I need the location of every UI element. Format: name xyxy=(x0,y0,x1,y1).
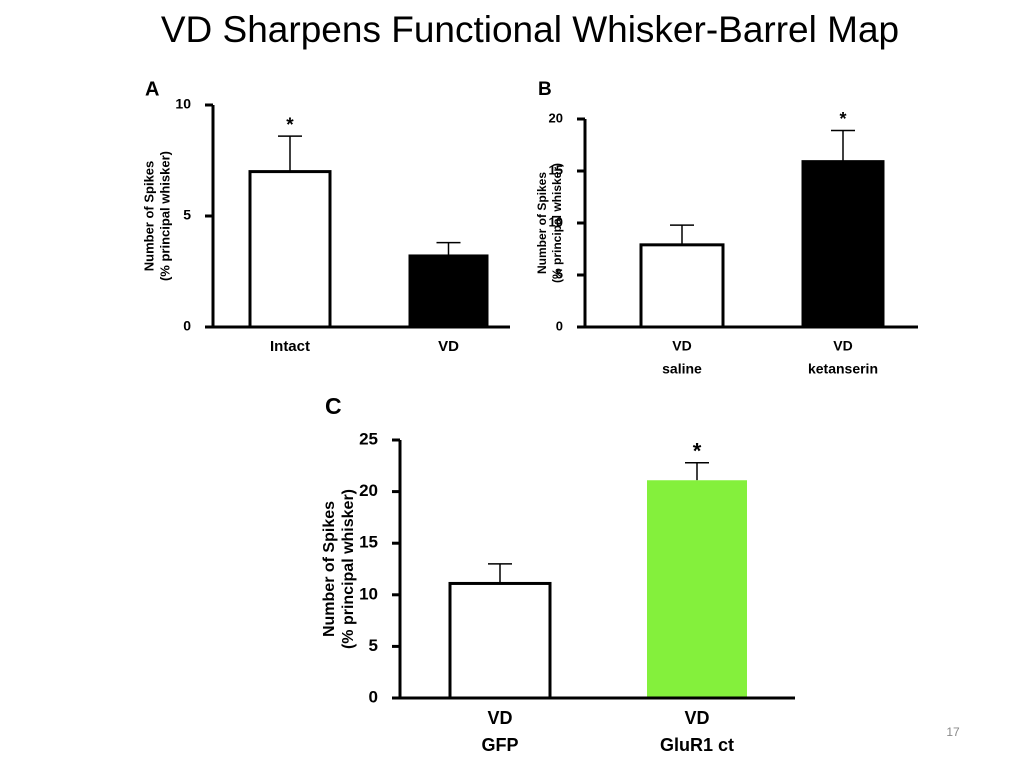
x-tick-label: VD xyxy=(684,708,709,728)
significance-marker: * xyxy=(693,439,702,464)
bar xyxy=(801,160,885,329)
bar xyxy=(647,480,747,698)
bar xyxy=(408,254,489,329)
y-tick-label: 5 xyxy=(556,266,563,281)
y-tick-label: 0 xyxy=(556,318,563,333)
page-number: 17 xyxy=(946,725,960,739)
y-axis-label: Number of Spikes xyxy=(535,172,549,274)
bar xyxy=(639,243,725,329)
x-tick-label: ketanserin xyxy=(808,361,878,377)
y-tick-label: 15 xyxy=(549,162,563,177)
x-tick-label: GluR1 ct xyxy=(660,735,734,755)
y-tick-label: 15 xyxy=(359,533,378,552)
x-tick-label: VD xyxy=(672,338,691,354)
bar xyxy=(248,170,332,329)
y-tick-label: 5 xyxy=(369,636,378,655)
panel-label: C xyxy=(325,393,342,419)
panel-label: A xyxy=(145,78,159,100)
y-axis-label: (% principal whisker) xyxy=(157,151,172,281)
x-tick-label: VD xyxy=(833,338,852,354)
y-tick-label: 0 xyxy=(369,687,378,706)
x-tick-label: saline xyxy=(662,361,702,377)
y-tick-label: 20 xyxy=(359,481,378,500)
y-axis-label: (% principal whisker) xyxy=(550,163,564,283)
significance-marker: * xyxy=(286,115,294,136)
y-tick-label: 25 xyxy=(359,429,378,448)
slide-title: VD Sharpens Functional Whisker-Barrel Ma… xyxy=(161,9,899,50)
y-tick-label: 20 xyxy=(549,110,563,125)
x-tick-label: GFP xyxy=(481,735,518,755)
y-tick-label: 0 xyxy=(183,318,191,334)
y-axis-label: Number of Spikes xyxy=(141,161,156,272)
y-tick-label: 10 xyxy=(175,96,191,112)
x-tick-label: VD xyxy=(487,708,512,728)
y-tick-label: 10 xyxy=(359,584,378,603)
x-tick-label: Intact xyxy=(270,338,310,355)
y-axis-label: (% principal whisker) xyxy=(340,489,357,649)
y-tick-label: 5 xyxy=(183,207,191,223)
significance-marker: * xyxy=(839,109,846,129)
x-tick-label: VD xyxy=(438,338,459,355)
panel-label: B xyxy=(538,79,552,100)
bar xyxy=(448,581,552,700)
y-axis-label: Number of Spikes xyxy=(321,501,338,637)
y-tick-label: 10 xyxy=(549,214,563,229)
